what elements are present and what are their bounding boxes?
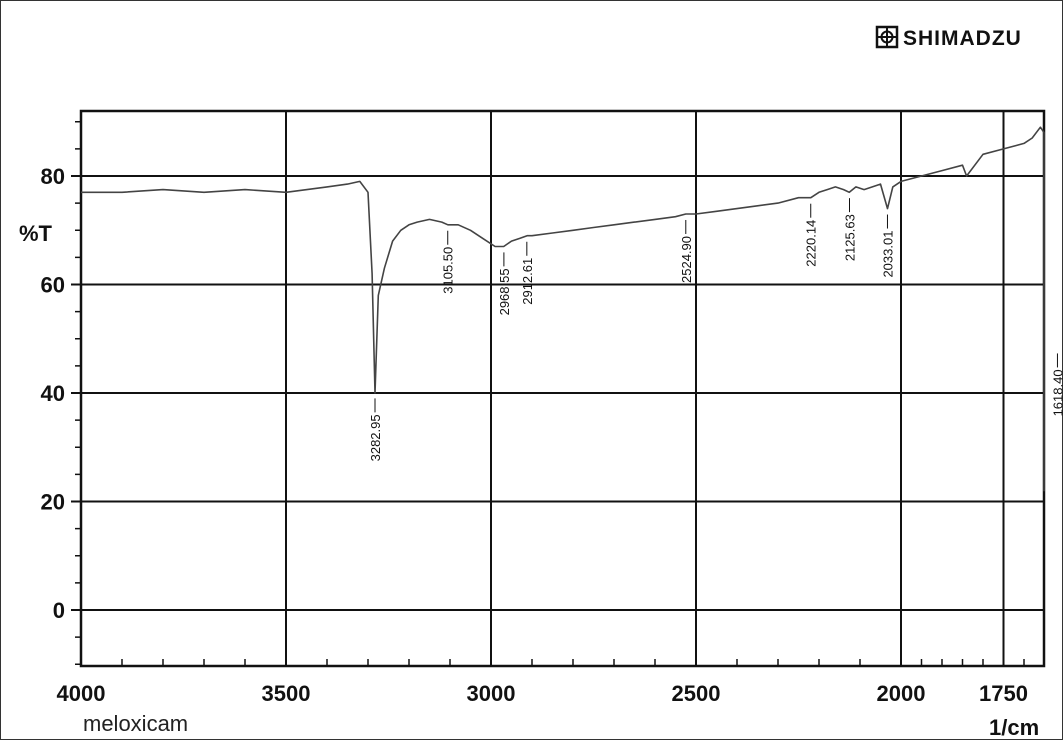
minor-ticks (75, 121, 1025, 666)
y-tick-label: 20 (41, 490, 65, 515)
peak-label: 2912.61 (520, 258, 535, 305)
x-tick-label: 2500 (672, 681, 721, 706)
x-tick-label: 3000 (467, 681, 516, 706)
y-axis-label: %T (19, 221, 53, 246)
y-tick-label: 40 (41, 381, 65, 406)
series-group (81, 126, 1045, 492)
x-tick-label: 1750 (979, 681, 1028, 706)
x-tick-label: 4000 (57, 681, 106, 706)
y-tick-label: 60 (41, 273, 65, 298)
sample-label: meloxicam (83, 711, 188, 736)
x-axis-label: 1/cm (989, 715, 1039, 740)
peak-label: 3105.50 (441, 247, 456, 294)
x-tick-label: 2000 (877, 681, 926, 706)
peak-label: 1618.40 (1050, 369, 1063, 416)
shimadzu-logo: SHIMADZU (875, 25, 1022, 50)
peak-label: 3282.95 (368, 414, 383, 461)
brand-name: SHIMADZU (903, 27, 1022, 50)
spectrum-line (81, 126, 1045, 492)
y-tick-label: 80 (41, 164, 65, 189)
peak-label: 2220.14 (804, 220, 819, 267)
peak-label: 2968.55 (497, 268, 512, 315)
peak-annotations: 3282.95 3105.50 2968.55 2912.61 2524.90 2220.… (368, 198, 1063, 461)
plot-area (79, 109, 1046, 668)
y-tick-label: 0 (53, 598, 65, 623)
peak-label: 2125.63 (842, 214, 857, 261)
peak-label: 2524.90 (679, 236, 694, 283)
y-tick-labels: 0 20 40 60 80 (41, 164, 65, 623)
x-tick-label: 3500 (262, 681, 311, 706)
x-tick-labels: 400035003000250020001750150012501000750 (57, 681, 1028, 706)
peak-label: 2033.01 (880, 231, 895, 278)
grid-lines (71, 111, 1044, 666)
